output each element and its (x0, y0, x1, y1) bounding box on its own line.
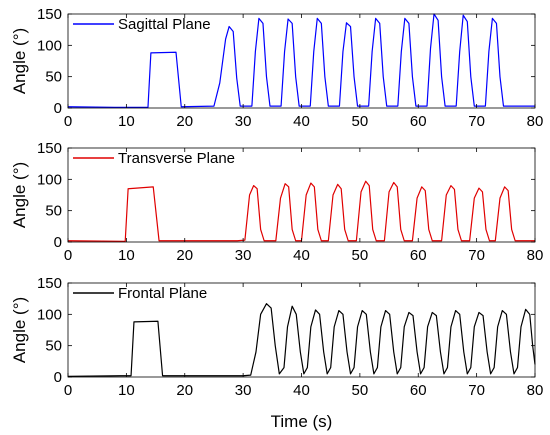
x-tick-label: 20 (176, 113, 193, 130)
y-tick-label: 50 (45, 203, 62, 220)
y-axis-title: Angle (°) (10, 297, 29, 363)
x-tick-label: 20 (176, 382, 193, 399)
x-tick-label: 70 (468, 113, 485, 130)
legend: Transverse Plane (73, 150, 235, 167)
y-tick-label: 150 (37, 275, 62, 292)
x-tick-label: 80 (527, 382, 544, 399)
y-tick-label: 100 (37, 171, 62, 188)
legend-label: Frontal Plane (118, 285, 207, 302)
x-tick-label: 40 (293, 113, 310, 130)
panel-1: 0 10 20 30 40 50 60 70 80 0 50 100 150 Angle (°) Sagit… (10, 6, 543, 130)
series-line (67, 180, 535, 242)
y-tick-label: 150 (37, 140, 62, 157)
x-tick-label: 60 (410, 247, 427, 264)
x-tick-label: 80 (527, 113, 544, 130)
legend: Sagittal Plane (73, 16, 211, 33)
y-tick-label: 50 (45, 338, 62, 355)
y-axis-title: Angle (°) (10, 28, 29, 94)
y-tick-label: 0 (54, 369, 62, 386)
y-tick-label: 100 (37, 37, 62, 54)
x-axis-title: Time (s) (271, 412, 333, 431)
y-tick-label: 100 (37, 306, 62, 323)
x-tick-label: 10 (118, 247, 135, 264)
y-tick-label: 150 (37, 6, 62, 23)
x-tick-label: 30 (235, 113, 252, 130)
x-tick-label: 0 (64, 113, 72, 130)
x-tick-label: 80 (527, 247, 544, 264)
series-line (67, 13, 535, 108)
x-tick-label: 30 (235, 382, 252, 399)
x-tick-label: 50 (352, 113, 369, 130)
x-tick-label: 20 (176, 247, 193, 264)
x-tick-label: 10 (118, 382, 135, 399)
legend: Frontal Plane (73, 285, 207, 302)
legend-label: Sagittal Plane (118, 16, 211, 33)
x-tick-label: 50 (352, 247, 369, 264)
x-tick-label: 70 (468, 382, 485, 399)
x-tick-label: 10 (118, 113, 135, 130)
x-tick-label: 40 (293, 382, 310, 399)
x-tick-label: 40 (293, 247, 310, 264)
y-tick-label: 0 (54, 234, 62, 251)
panel-3: 0 10 20 30 40 50 60 70 80 0 50 100 150 Angle (°) Front… (10, 275, 543, 399)
x-tick-label: 70 (468, 247, 485, 264)
x-tick-label: 0 (64, 247, 72, 264)
y-axis-title: Angle (°) (10, 162, 29, 228)
panel-2: 0 10 20 30 40 50 60 70 80 0 50 100 150 Angle (°) Trans… (10, 140, 543, 264)
x-tick-label: 0 (64, 382, 72, 399)
x-tick-label: 60 (410, 382, 427, 399)
y-tick-label: 0 (54, 100, 62, 117)
x-tick-label: 60 (410, 113, 427, 130)
x-tick-label: 50 (352, 382, 369, 399)
x-tick-label: 30 (235, 247, 252, 264)
legend-label: Transverse Plane (118, 150, 235, 167)
y-tick-label: 50 (45, 69, 62, 86)
series-line (67, 303, 536, 377)
